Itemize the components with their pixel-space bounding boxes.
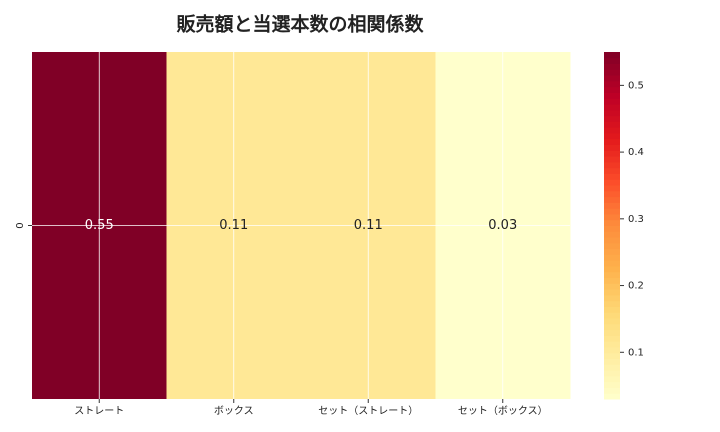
colorbar-tick-label: 0.4 xyxy=(628,147,644,158)
colorbar-tick-label: 0.2 xyxy=(628,281,644,292)
colorbar-segment xyxy=(604,393,620,400)
colorbar-segment xyxy=(604,352,620,360)
value-label: 0.11 xyxy=(219,218,248,233)
colorbar-segment xyxy=(604,57,620,65)
colorbar-segment xyxy=(604,381,620,388)
value-label: 0.03 xyxy=(488,218,517,233)
colorbar-segment xyxy=(604,260,620,267)
colorbar-segment xyxy=(604,300,620,307)
colorbar-segment xyxy=(604,121,620,128)
colorbar-segment xyxy=(604,318,620,325)
colorbar-segment xyxy=(604,358,620,365)
colorbar-segment xyxy=(604,115,620,122)
colorbar-segment xyxy=(604,335,620,342)
colorbar-segment xyxy=(604,150,620,157)
colorbar-segment xyxy=(604,69,620,76)
colorbar-segment xyxy=(604,213,620,221)
colorbar-segment xyxy=(604,208,620,215)
colorbar-tick-label: 0.1 xyxy=(628,347,644,358)
colorbar-segment xyxy=(604,231,620,238)
colorbar-segment xyxy=(604,132,620,140)
colorbar-segment xyxy=(604,52,620,59)
chart-title: 販売額と当選本数の相関係数 xyxy=(176,13,424,36)
x-tick-label: ストレート xyxy=(74,406,124,417)
colorbar-segment xyxy=(604,341,620,348)
colorbar-segment xyxy=(604,237,620,244)
colorbar-segment xyxy=(604,144,620,151)
colorbar-segment xyxy=(604,294,620,302)
colorbar-segment xyxy=(604,323,620,331)
colorbar-segment xyxy=(604,289,620,296)
colorbar-segment xyxy=(604,265,620,273)
colorbar-segment xyxy=(604,277,620,284)
colorbar-tick-label: 0.5 xyxy=(628,80,644,91)
colorbar-segment xyxy=(604,219,620,226)
colorbar-segment xyxy=(604,370,620,377)
colorbar-segment xyxy=(604,346,620,354)
colorbar-segment xyxy=(604,104,620,111)
colorbar-segment xyxy=(604,225,620,232)
x-tick-label: セット（ストレート） xyxy=(318,405,418,417)
colorbar-segment xyxy=(604,92,620,99)
colorbar-segment xyxy=(604,312,620,319)
colorbar-segment xyxy=(604,254,620,261)
colorbar-segment xyxy=(604,167,620,174)
colorbar-segment xyxy=(604,156,620,163)
colorbar-segment xyxy=(604,306,620,313)
colorbar-segment xyxy=(604,283,620,290)
colorbar-segment xyxy=(604,190,620,198)
colorbar-segment xyxy=(604,138,620,146)
colorbar-tick-label: 0.3 xyxy=(628,214,644,225)
colorbar-segment xyxy=(604,202,620,209)
colorbar-segment xyxy=(604,387,620,394)
colorbar-segment xyxy=(604,173,620,180)
x-tick-label: ボックス xyxy=(214,405,254,417)
colorbar-segment xyxy=(604,375,620,383)
colorbar-segment xyxy=(604,80,620,88)
colorbar-segment xyxy=(604,109,620,117)
colorbar-segment xyxy=(604,63,620,70)
colorbar-segment xyxy=(604,179,620,186)
colorbar-segment xyxy=(604,248,620,255)
colorbar-segment xyxy=(604,242,620,250)
colorbar-segment xyxy=(604,161,620,169)
y-tick-label: 0 xyxy=(15,222,26,228)
colorbar-segment xyxy=(604,364,620,371)
colorbar-segment xyxy=(604,98,620,105)
colorbar-segment xyxy=(604,271,620,279)
value-label: 0.11 xyxy=(354,218,383,233)
colorbar-segment xyxy=(604,185,620,192)
colorbar-segment xyxy=(604,329,620,336)
colorbar-segment xyxy=(604,86,620,93)
value-label: 0.55 xyxy=(85,218,114,233)
x-tick-label: セット（ボックス） xyxy=(458,405,548,417)
colorbar-segment xyxy=(604,75,620,82)
colorbar-segment xyxy=(604,127,620,134)
colorbar-segment xyxy=(604,196,620,203)
